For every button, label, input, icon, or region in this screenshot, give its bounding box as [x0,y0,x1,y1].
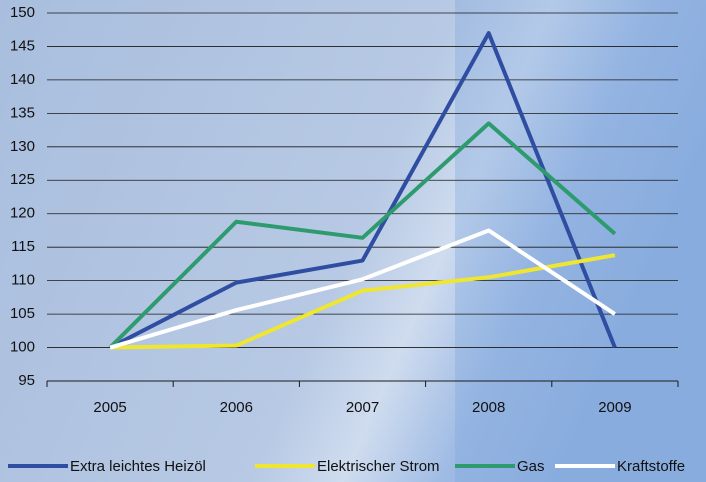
y-tick-label: 110 [11,272,35,289]
legend-label: Extra leichtes Heizöl [70,458,206,475]
line-series [109,228,617,350]
y-tick-label: 100 [10,339,35,356]
y-tick-label: 105 [10,305,35,322]
y-tick-label: 150 [10,4,35,21]
x-tick-label: 2005 [93,399,126,416]
x-tick-label: 2009 [598,399,631,416]
line-series [109,31,617,350]
y-tick-label: 135 [10,104,35,121]
line-series [110,253,616,350]
y-tick-label: 130 [10,138,35,155]
x-tick-label: 2006 [220,399,253,416]
y-tick-label: 115 [11,238,35,255]
y-tick-label: 95 [18,372,35,389]
legend-label: Kraftstoffe [617,458,685,475]
legend-label: Gas [517,458,545,475]
y-tick-label: 125 [10,171,35,188]
x-tick-label: 2008 [472,399,505,416]
y-tick-label: 120 [10,205,35,222]
y-tick-label: 145 [10,37,35,54]
y-tick-label: 140 [10,71,35,88]
background-sign [455,0,706,482]
line-series [108,121,617,349]
x-tick-label: 2007 [346,399,379,416]
legend-label: Elektrischer Strom [317,458,440,475]
